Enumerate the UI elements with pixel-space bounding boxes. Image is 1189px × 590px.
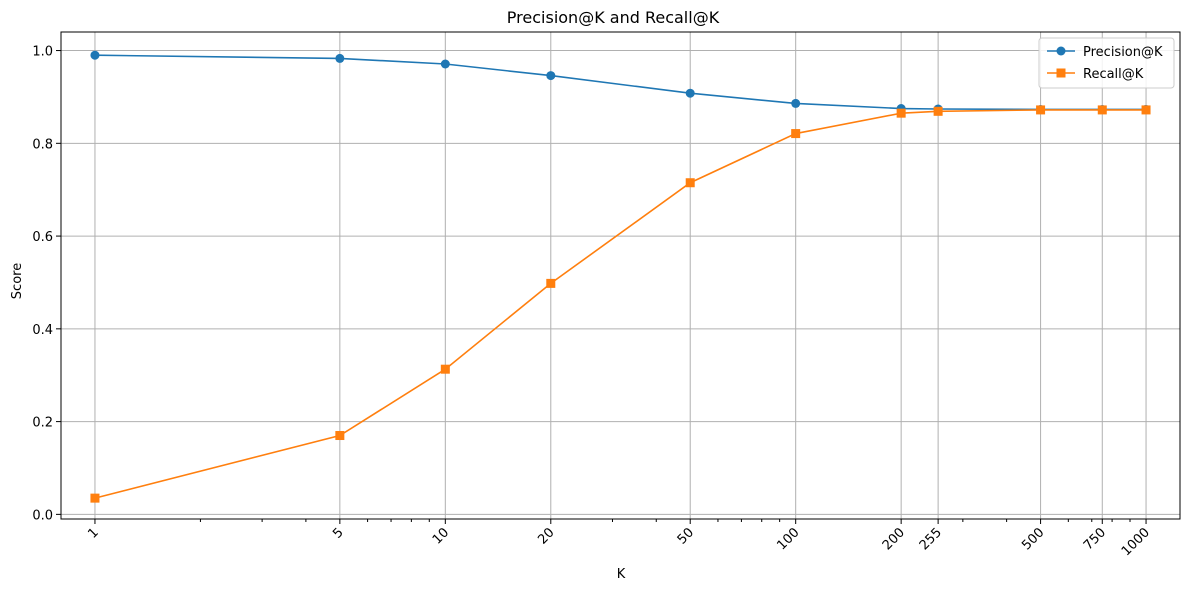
x-tick-label: 10 [430, 525, 452, 547]
y-axis: 0.0 0.2 0.4 0.6 0.8 1.0 [32, 45, 61, 523]
data-point-square [90, 493, 100, 503]
x-tick-label: 20 [535, 525, 557, 547]
series-layer [90, 50, 1151, 503]
x-tick-label: 500 [1019, 525, 1047, 553]
data-point-square [896, 108, 906, 118]
legend-label: Recall@K [1083, 67, 1144, 82]
data-point-circle [440, 59, 450, 69]
data-point-square [685, 178, 695, 188]
y-tick-label: 0.6 [32, 230, 53, 245]
x-tick-label: 255 [917, 525, 945, 553]
data-point-square [933, 106, 943, 116]
legend-item: Precision@K [1047, 45, 1163, 60]
data-point-square [440, 364, 450, 374]
y-tick-label: 0.0 [32, 508, 53, 523]
x-tick-label: 1000 [1119, 525, 1153, 559]
y-tick-label: 0.2 [32, 416, 53, 431]
series-precision-k [90, 50, 1151, 114]
legend: Precision@K Recall@K [1038, 37, 1175, 89]
data-point-square [546, 278, 556, 288]
x-tick-label: 200 [880, 525, 908, 553]
data-point-circle [335, 53, 345, 63]
x-tick-label: 5 [330, 525, 346, 541]
legend-item: Recall@K [1047, 67, 1144, 82]
grid [61, 32, 1180, 519]
data-point-square [1141, 105, 1151, 115]
data-point-square [335, 431, 345, 441]
y-tick-label: 1.0 [32, 45, 53, 60]
data-point-circle [90, 50, 100, 60]
x-tick-label: 1 [85, 525, 101, 541]
x-axis: 1 5 10 20 50 100 200 255 500 750 1000 [85, 519, 1153, 559]
data-point-square [791, 129, 801, 139]
data-point-circle [685, 88, 695, 98]
data-point-square [1036, 105, 1046, 115]
x-tick-label: 100 [774, 525, 802, 553]
y-tick-label: 0.4 [32, 323, 53, 338]
data-point-circle [791, 98, 801, 108]
chart-title: Precision@K and Recall@K [507, 8, 720, 27]
y-axis-label: Score [10, 263, 25, 299]
legend-marker [1056, 46, 1066, 56]
series-line [94, 109, 1147, 499]
legend-marker [1056, 68, 1066, 78]
y-tick-label: 0.8 [32, 137, 53, 152]
data-point-circle [546, 71, 556, 81]
x-tick-label: 50 [675, 525, 697, 547]
data-point-square [1097, 105, 1107, 115]
series-line [94, 54, 1147, 111]
plot-area-frame [60, 31, 1181, 520]
x-tick-label: 750 [1081, 525, 1109, 553]
series-recall-k [90, 105, 1151, 503]
legend-label: Precision@K [1083, 45, 1163, 60]
x-axis-label: K [617, 567, 626, 582]
